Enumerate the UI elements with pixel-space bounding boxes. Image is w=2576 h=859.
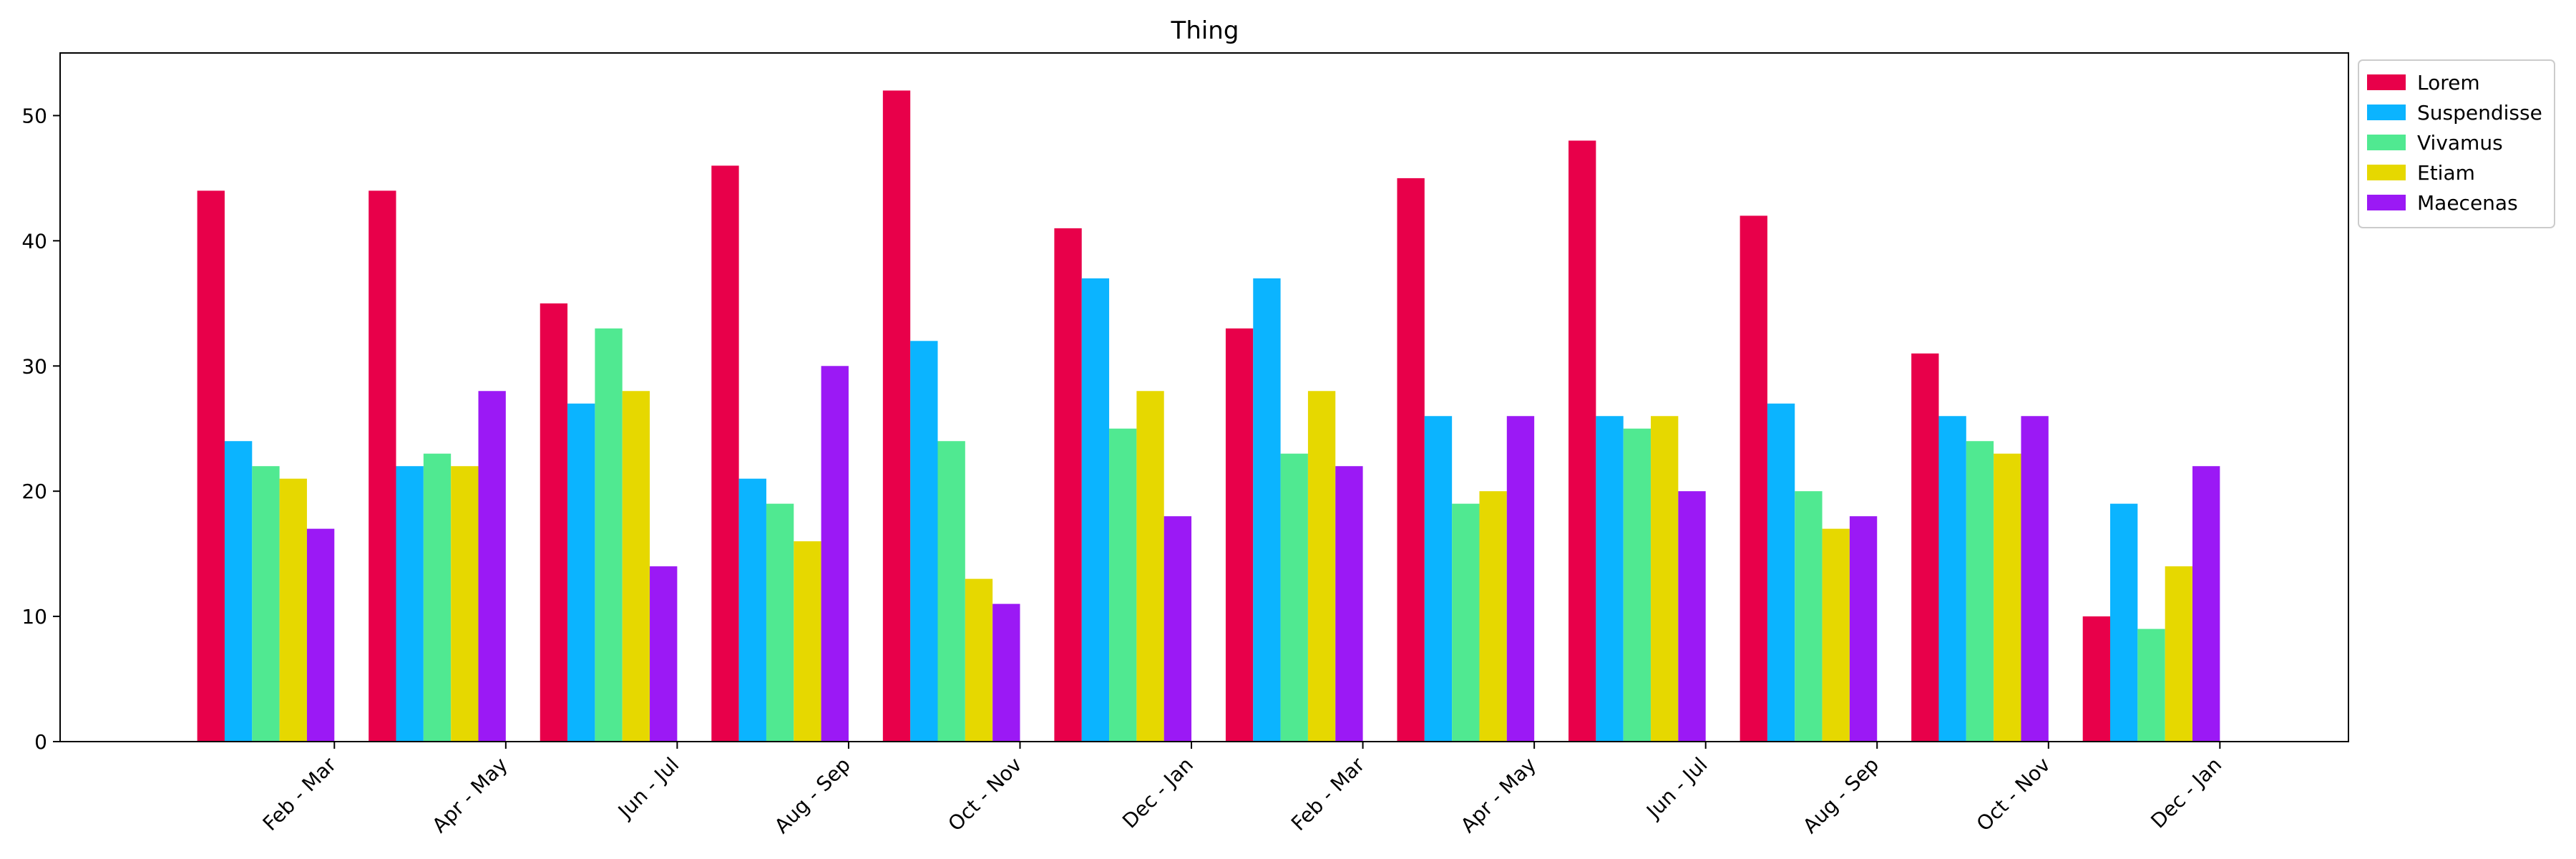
x-tick-label: Jun - Jul	[1641, 753, 1712, 824]
bar-maecenas-8	[1506, 416, 1535, 742]
legend-label-maecenas: Maecenas	[2417, 191, 2518, 215]
y-tick-label: 30	[21, 354, 47, 378]
bar-etiam-7	[1307, 391, 1336, 742]
y-tick-label: 20	[21, 480, 47, 503]
bar-lorem-3	[540, 303, 568, 742]
bar-etiam-3	[622, 391, 650, 742]
x-tick-label: Aug - Sep	[1798, 753, 1883, 838]
legend-swatch-vivamus	[2367, 135, 2406, 150]
bar-lorem-5	[882, 90, 911, 742]
bar-suspendisse-10	[1767, 403, 1795, 742]
bar-maecenas-4	[821, 366, 849, 742]
bar-vivamus-12	[2137, 629, 2165, 742]
bar-suspendisse-7	[1253, 278, 1281, 742]
bar-vivamus-10	[1795, 491, 1823, 742]
legend-label-etiam: Etiam	[2417, 161, 2475, 185]
bar-suspendisse-3	[567, 403, 595, 742]
bar-vivamus-5	[937, 441, 965, 742]
legend-swatch-maecenas	[2367, 195, 2406, 210]
bar-vivamus-2	[423, 453, 452, 742]
x-axis: Feb - Mar Apr - May Jun - Jul Aug - Sep Oct …	[258, 742, 2226, 838]
bar-lorem-4	[711, 165, 739, 742]
bar-lorem-1	[197, 190, 225, 742]
x-tick-label: Dec - Jan	[1118, 753, 1198, 833]
legend-label-suspendisse: Suspendisse	[2417, 101, 2542, 125]
bar-maecenas-3	[650, 566, 678, 742]
x-tick-label: Feb - Mar	[1287, 752, 1370, 835]
legend-label-lorem: Lorem	[2417, 71, 2480, 94]
y-tick-label: 50	[21, 104, 47, 127]
bar-vivamus-11	[1966, 441, 1994, 742]
bar-vivamus-3	[595, 328, 623, 742]
x-tick-label: Apr - May	[428, 753, 512, 838]
legend-box	[2358, 59, 2555, 228]
bar-lorem-6	[1054, 228, 1082, 742]
plot-frame	[59, 52, 2349, 742]
bar-lorem-9	[1568, 140, 1596, 742]
x-tick-label: Dec - Jan	[2146, 753, 2226, 833]
bar-maecenas-11	[2021, 416, 2049, 742]
x-tick-label: Aug - Sep	[770, 753, 855, 838]
bar-suspendisse-6	[1081, 278, 1110, 742]
bar-etiam-6	[1136, 391, 1164, 742]
bar-suspendisse-12	[2110, 503, 2138, 742]
legend-swatch-suspendisse	[2367, 105, 2406, 120]
bar-maecenas-6	[1163, 516, 1192, 742]
bar-lorem-2	[369, 190, 396, 742]
bar-vivamus-1	[252, 466, 280, 742]
bar-etiam-8	[1479, 491, 1507, 742]
y-tick-label: 40	[21, 229, 47, 253]
x-tick-label: Oct - Nov	[943, 753, 1026, 836]
bar-vivamus-7	[1280, 453, 1308, 742]
bar-etiam-1	[279, 478, 307, 742]
bar-maecenas-1	[306, 528, 335, 742]
bar-suspendisse-8	[1424, 416, 1453, 742]
x-tick-label: Apr - May	[1456, 753, 1541, 838]
bar-vivamus-6	[1109, 428, 1137, 742]
bar-lorem-10	[1740, 215, 1767, 742]
legend-swatch-etiam	[2367, 165, 2406, 180]
bar-etiam-4	[794, 541, 821, 742]
y-tick-label: 0	[34, 730, 47, 754]
bar-suspendisse-1	[224, 441, 253, 742]
bar-maecenas-2	[478, 391, 506, 742]
bar-vivamus-8	[1452, 503, 1480, 742]
y-axis: 0 10 20 30 40 50	[21, 104, 60, 754]
bar-vivamus-9	[1623, 428, 1652, 742]
bar-lorem-8	[1397, 178, 1425, 742]
bar-suspendisse-2	[396, 466, 424, 742]
legend-label-vivamus: Vivamus	[2417, 131, 2503, 155]
bar-etiam-10	[1822, 528, 1850, 742]
bar-vivamus-4	[766, 503, 794, 742]
y-tick-label: 10	[21, 605, 47, 629]
bar-maecenas-10	[1849, 516, 1878, 742]
bar-lorem-7	[1225, 328, 1254, 742]
bars-layer	[197, 90, 2220, 742]
bar-suspendisse-5	[910, 341, 938, 742]
bar-suspendisse-4	[738, 478, 766, 742]
x-tick-label: Jun - Jul	[613, 753, 683, 824]
bar-etiam-11	[1994, 453, 2021, 742]
bar-etiam-12	[2165, 566, 2193, 742]
legend-swatch-lorem	[2367, 74, 2406, 90]
chart-title: Thing	[1171, 16, 1239, 45]
bar-suspendisse-11	[1938, 416, 1966, 742]
bar-maecenas-7	[1335, 466, 1363, 742]
bar-etiam-2	[451, 466, 479, 742]
bar-maecenas-12	[2192, 466, 2220, 742]
bar-lorem-12	[2082, 616, 2111, 742]
legend: Lorem Suspendisse Vivamus Etiam Maecenas	[2358, 59, 2555, 228]
bar-etiam-9	[1651, 416, 1679, 742]
bar-suspendisse-9	[1596, 416, 1624, 742]
bar-maecenas-9	[1678, 491, 1706, 742]
bar-lorem-11	[1911, 353, 1939, 742]
bar-maecenas-5	[992, 603, 1020, 742]
x-tick-label: Feb - Mar	[258, 752, 341, 835]
bar-etiam-5	[965, 578, 993, 742]
x-tick-label: Oct - Nov	[1972, 753, 2055, 836]
